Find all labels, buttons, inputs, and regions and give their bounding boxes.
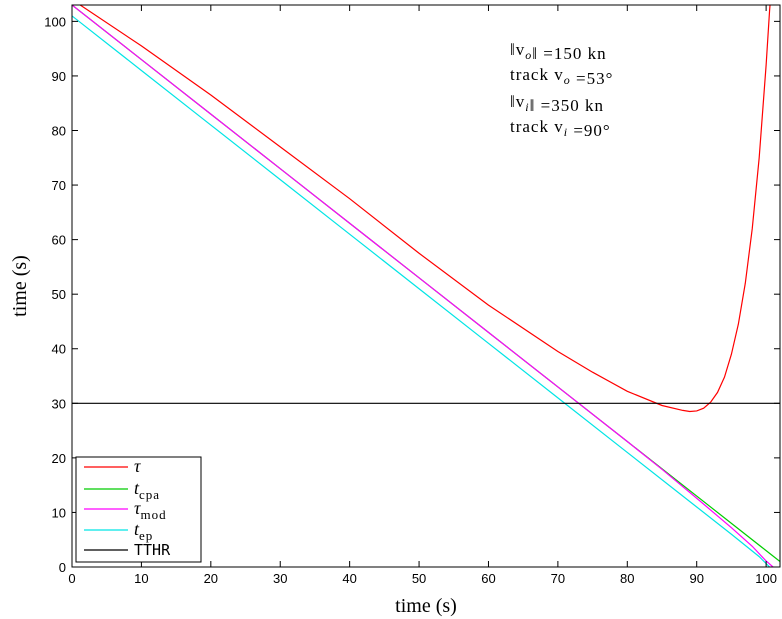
ticks-layer: 0 10 20 30 40 50 60 70 80 90 100 0 10 20 30 40 50 60 70 80 9… [44,5,780,586]
y-tick-label: 0 [59,560,66,575]
series-line-t-ep [72,15,771,567]
y-tick-label: 20 [52,451,66,466]
y-tick-label: 70 [52,178,66,193]
legend-label-tau: τ [134,456,141,476]
legend-label-t-cpa: tcpa [134,478,160,502]
x-tick-label: 50 [412,571,426,586]
x-tick-label: 40 [342,571,356,586]
y-tick-label: 50 [52,287,66,302]
y-tick-label: 30 [52,396,66,411]
y-tick-label: 10 [52,505,66,520]
y-tick-label: 90 [52,69,66,84]
series-line-tau-mod [72,5,774,567]
annotation-line-1: ‖vo‖ =150 kn [510,40,607,63]
x-tick-label: 0 [68,571,75,586]
annotation-block: ‖vo‖ =150 kn track vo =53° ‖vi‖ =350 kn … [510,40,613,140]
y-tick-label: 80 [52,123,66,138]
series-line-tau [79,5,771,413]
plot-frame [71,4,781,568]
x-tick-label: 100 [755,571,777,586]
y-axis-label: time (s) [9,255,31,317]
x-tick-label: 10 [134,571,148,586]
legend-label-t-ep: tep [134,519,153,543]
x-tick-label: 20 [204,571,218,586]
x-tick-label: 90 [689,571,703,586]
y-tick-label: 60 [52,233,66,248]
annotation-line-4: track vi =90° [510,117,611,140]
annotation-line-2: track vo =53° [510,65,613,88]
y-tick-label: 40 [52,342,66,357]
legend-label-tau-mod: τmod [134,498,167,522]
y-tick-label: 100 [44,14,66,29]
series-layer [72,5,780,567]
x-tick-label: 80 [620,571,634,586]
x-tick-label: 30 [273,571,287,586]
x-axis-label: time (s) [395,595,457,617]
x-tick-label: 70 [551,571,565,586]
legend-label-tthr: TTHR [134,541,171,559]
x-tick-label: 60 [481,571,495,586]
annotation-line-3: ‖vi‖ =350 kn [510,92,604,115]
